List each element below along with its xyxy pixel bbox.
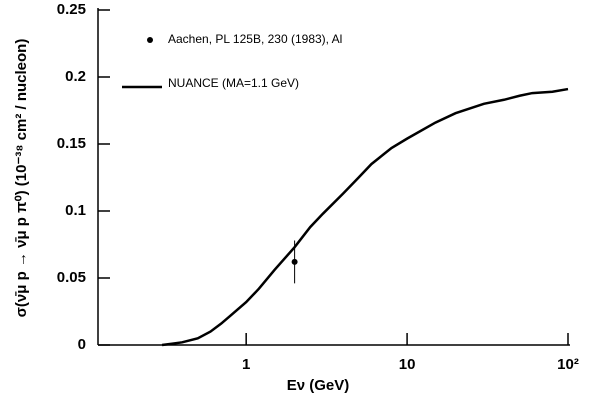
legend-label: NUANCE (MA=1.1 GeV) — [168, 76, 299, 90]
legend-label: Aachen, PL 125B, 230 (1983), Al — [168, 32, 342, 46]
y-axis-label: σ(ν̄μ p → ν̄μ p π⁰) (10⁻³⁸ cm² / nucleon… — [13, 39, 30, 318]
x-tick-label: 1 — [242, 356, 250, 373]
legend-marker — [147, 37, 153, 43]
x-tick-label: 10² — [557, 356, 579, 373]
y-tick-label: 0.25 — [57, 1, 86, 18]
nuance-line — [161, 87, 569, 347]
x-axis-label: Eν (GeV) — [287, 377, 350, 394]
y-tick-label: 0.15 — [57, 135, 86, 152]
y-tick-label: 0.2 — [65, 68, 86, 85]
data-point — [291, 258, 298, 265]
x-tick-label: 10 — [399, 356, 416, 373]
y-tick-label: 0 — [78, 336, 86, 353]
y-tick-label: 0.1 — [65, 202, 86, 219]
y-tick-label: 0.05 — [57, 269, 86, 286]
